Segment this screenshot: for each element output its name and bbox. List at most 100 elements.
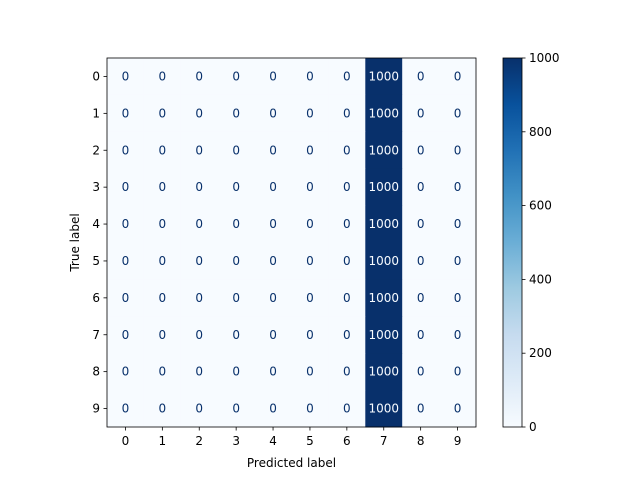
heatmap-cell: [217, 131, 256, 170]
cell-value-label: 0: [454, 291, 462, 305]
heatmap-cell: [107, 316, 145, 354]
cell-value-label: 0: [306, 328, 314, 342]
cell-value-label: 0: [122, 402, 130, 416]
heatmap-cell: [143, 58, 182, 96]
heatmap-cell: [365, 353, 403, 391]
heatmap-cell: [180, 168, 219, 207]
heatmap-cell: [328, 316, 366, 354]
colorbar: [502, 57, 523, 428]
cell-value-label: 0: [343, 106, 351, 120]
heatmap-cell: [365, 242, 403, 280]
heatmap-cell: [217, 94, 256, 133]
heatmap-cell: [365, 316, 403, 354]
cell-value-label: 1000: [368, 402, 399, 416]
cell-value-label: 0: [122, 69, 130, 83]
y-tick-label: 4: [92, 217, 100, 231]
heatmap-cell: [402, 279, 440, 317]
plot-frame: [106, 57, 477, 428]
heatmap-cell: [254, 390, 292, 428]
y-tick-label: 1: [92, 106, 100, 120]
heatmap-cell: [328, 353, 366, 391]
heatmap-cell: [439, 94, 477, 133]
cell-value-label: 0: [269, 217, 277, 231]
heatmap-cell: [402, 242, 440, 280]
cell-value-label: 0: [159, 291, 167, 305]
cell-value-label: 0: [232, 143, 240, 157]
y-axis: 0 1 2 3 4 5 6 7 8 9: [92, 69, 107, 416]
heatmap-cell: [402, 168, 440, 207]
cell-value-label: 0: [122, 143, 130, 157]
heatmap-cell: [365, 131, 403, 170]
y-tick-label: 0: [92, 69, 100, 83]
x-axis: 0 1 2 3 4 5 6 7 8 9: [122, 427, 461, 448]
cell-value-label: 0: [454, 402, 462, 416]
heatmap-cell: [143, 279, 182, 317]
y-tick-label: 2: [92, 143, 100, 157]
heatmap-cell: [217, 390, 256, 428]
cell-value-label: 0: [454, 217, 462, 231]
cell-value-label: 0: [417, 254, 425, 268]
cell-value-label: 0: [417, 69, 425, 83]
cell-value-label: 0: [232, 217, 240, 231]
x-tick-label: 8: [417, 434, 425, 448]
heatmap-cell: [365, 58, 403, 96]
y-tick-label: 3: [92, 180, 100, 194]
heatmap-cell: [180, 205, 219, 243]
cell-value-label: 1000: [368, 180, 399, 194]
cell-value-label: 0: [195, 402, 203, 416]
cell-value-label: 0: [417, 106, 425, 120]
y-tick-label: 8: [92, 365, 100, 379]
heatmap-cell: [217, 205, 256, 243]
cell-value-label: 0: [306, 106, 314, 120]
heatmap-cell: [143, 94, 182, 133]
heatmap-cells: [107, 58, 477, 428]
y-tick-label: 6: [92, 291, 100, 305]
y-axis-title: True label: [68, 213, 82, 272]
heatmap-cell: [143, 316, 182, 354]
heatmap-cell: [328, 131, 366, 170]
y-tick-label: 9: [92, 402, 100, 416]
cell-value-label: 1000: [368, 365, 399, 379]
cell-value-label: 0: [232, 254, 240, 268]
heatmap-cell: [143, 242, 182, 280]
cell-value-label: 0: [417, 402, 425, 416]
cell-value-label: 0: [159, 180, 167, 194]
cell-value-label: 0: [159, 69, 167, 83]
cell-value-label: 0: [306, 365, 314, 379]
heatmap-cell: [291, 168, 329, 207]
heatmap-cell: [254, 242, 292, 280]
heatmap-cell: [180, 353, 219, 391]
heatmap-cell: [254, 58, 292, 96]
heatmap-cell: [291, 353, 329, 391]
heatmap-cell: [328, 279, 366, 317]
x-tick-label: 4: [269, 434, 277, 448]
cell-value-label: 0: [343, 143, 351, 157]
y-tick-label: 7: [92, 328, 100, 342]
heatmap-cell: [143, 353, 182, 391]
heatmap-cell: [365, 205, 403, 243]
colorbar-tick-label: 400: [529, 272, 552, 286]
heatmap-cell: [180, 279, 219, 317]
heatmap-cell: [291, 58, 329, 96]
colorbar-tick-label: 600: [529, 199, 552, 213]
cell-value-label: 0: [417, 291, 425, 305]
heatmap-cell: [402, 94, 440, 133]
cell-value-label: 0: [454, 143, 462, 157]
heatmap-cell: [439, 316, 477, 354]
cell-value-label: 1000: [368, 328, 399, 342]
heatmap-cell: [254, 316, 292, 354]
heatmap-cell: [107, 131, 145, 170]
cell-value-label: 0: [454, 365, 462, 379]
cell-value-label: 0: [306, 143, 314, 157]
heatmap-cell: [217, 353, 256, 391]
colorbar-tick-label: 1000: [529, 51, 560, 65]
heatmap-cell: [254, 94, 292, 133]
cell-value-label: 0: [122, 365, 130, 379]
x-tick-label: 1: [159, 434, 167, 448]
cell-value-label: 0: [122, 106, 130, 120]
heatmap-cell: [402, 353, 440, 391]
heatmap-cell: [217, 58, 256, 96]
cell-value-label: 0: [417, 143, 425, 157]
